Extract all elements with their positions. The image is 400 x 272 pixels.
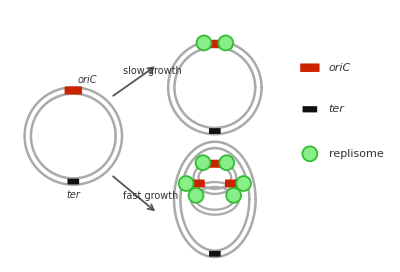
FancyBboxPatch shape xyxy=(64,86,82,94)
Circle shape xyxy=(218,36,233,50)
FancyBboxPatch shape xyxy=(68,179,79,184)
Text: oriC: oriC xyxy=(329,63,351,73)
Circle shape xyxy=(196,155,210,170)
FancyBboxPatch shape xyxy=(300,63,320,72)
FancyBboxPatch shape xyxy=(206,160,224,168)
FancyBboxPatch shape xyxy=(225,180,242,187)
Circle shape xyxy=(226,188,241,203)
Text: replisome: replisome xyxy=(329,149,384,159)
Circle shape xyxy=(196,36,211,50)
FancyBboxPatch shape xyxy=(209,251,221,257)
Text: fast growth: fast growth xyxy=(123,191,178,202)
Circle shape xyxy=(302,146,317,161)
Text: ter: ter xyxy=(66,190,80,200)
FancyBboxPatch shape xyxy=(209,128,221,134)
FancyBboxPatch shape xyxy=(302,106,317,112)
Circle shape xyxy=(179,176,194,191)
Text: ter: ter xyxy=(329,104,344,114)
Circle shape xyxy=(219,155,234,170)
Circle shape xyxy=(236,176,251,191)
Text: slow growth: slow growth xyxy=(123,66,182,76)
FancyBboxPatch shape xyxy=(206,40,224,48)
Text: oriC: oriC xyxy=(77,75,97,85)
FancyBboxPatch shape xyxy=(187,180,205,187)
Circle shape xyxy=(189,188,204,203)
